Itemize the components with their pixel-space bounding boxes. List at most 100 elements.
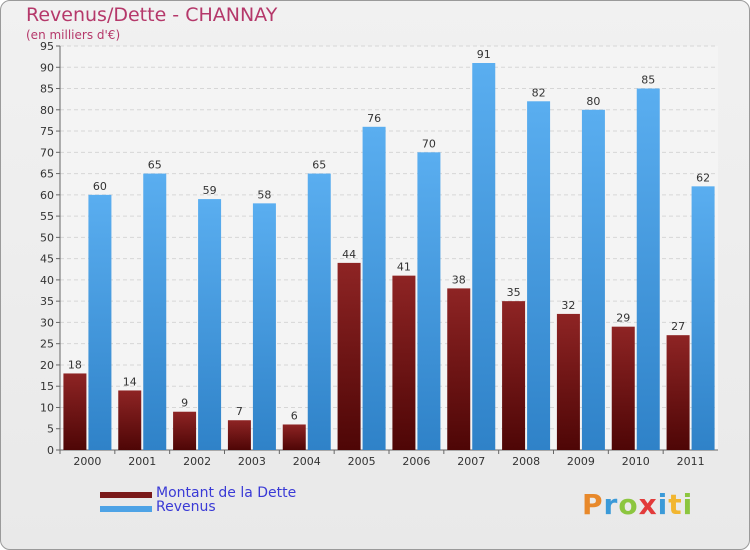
bar-dette bbox=[556, 313, 580, 450]
data-label: 65 bbox=[312, 159, 326, 172]
logo-letter: P bbox=[582, 488, 604, 521]
y-tick-label: 0 bbox=[47, 444, 54, 457]
grid-layer bbox=[60, 45, 718, 451]
data-label: 82 bbox=[532, 86, 546, 99]
bar-revenus bbox=[198, 199, 222, 450]
y-tick-label: 35 bbox=[40, 295, 54, 308]
logo-letter: o bbox=[618, 488, 639, 521]
y-tick-label: 90 bbox=[40, 61, 54, 74]
y-tick-label: 5 bbox=[47, 423, 54, 436]
legend-swatch-dette bbox=[100, 492, 152, 498]
y-tick-label: 15 bbox=[40, 380, 54, 393]
bar-dette bbox=[392, 275, 416, 450]
data-label: 27 bbox=[671, 320, 685, 333]
data-label: 80 bbox=[586, 95, 600, 108]
bar-revenus bbox=[691, 186, 715, 450]
data-label: 76 bbox=[367, 112, 381, 125]
y-tick-label: 75 bbox=[40, 125, 54, 138]
axis-layer: 0 5 10 15 20 25 30 35 40 45 50 55 60 65 70 75 80 85 90 95 20… bbox=[40, 40, 718, 468]
bar-dette bbox=[282, 424, 306, 450]
bar-dette bbox=[227, 420, 251, 450]
data-label: 32 bbox=[561, 299, 575, 312]
y-tick-label: 95 bbox=[40, 40, 54, 53]
data-label: 6 bbox=[291, 409, 298, 422]
x-tick-label: 2008 bbox=[512, 455, 540, 468]
logo-letter: r bbox=[603, 488, 619, 521]
bar-dette bbox=[447, 288, 471, 450]
y-tick-label: 50 bbox=[40, 231, 54, 244]
chart-title: Revenus/Dette - CHANNAY bbox=[26, 4, 278, 26]
x-tick-label: 2000 bbox=[73, 455, 101, 468]
legend-swatch-revenus bbox=[100, 506, 152, 512]
data-label: 38 bbox=[452, 273, 466, 286]
bar-dette bbox=[63, 373, 87, 450]
legend-label-dette: Montant de la Dette bbox=[156, 485, 297, 501]
x-tick-label: 2009 bbox=[567, 455, 595, 468]
bar-dette bbox=[611, 326, 635, 450]
label-layer: 18 60 14 65 9 59 7 58 6 65 44 76 41 70 38 91 35 82 32 80 29 8… bbox=[68, 48, 710, 422]
bar-revenus bbox=[307, 173, 331, 450]
data-label: 85 bbox=[641, 74, 655, 87]
chart-subtitle: (en milliers d'€) bbox=[26, 28, 121, 42]
bar-dette bbox=[118, 390, 142, 450]
x-tick-label: 2006 bbox=[402, 455, 430, 468]
y-tick-label: 65 bbox=[40, 168, 54, 181]
data-label: 65 bbox=[148, 159, 162, 172]
bar-dette bbox=[337, 262, 361, 450]
y-tick-label: 10 bbox=[40, 401, 54, 414]
logo-letter: i bbox=[657, 488, 669, 521]
legend-label-revenus: Revenus bbox=[156, 499, 216, 515]
bar-revenus bbox=[636, 88, 660, 451]
data-label: 62 bbox=[696, 171, 710, 184]
y-tick-label: 85 bbox=[40, 83, 54, 96]
x-tick-label: 2010 bbox=[622, 455, 650, 468]
data-label: 29 bbox=[616, 312, 630, 325]
x-tick-label: 2007 bbox=[457, 455, 485, 468]
bar-revenus bbox=[88, 194, 112, 450]
data-label: 18 bbox=[68, 358, 82, 371]
x-tick-label: 2011 bbox=[677, 455, 705, 468]
proxiti-logo: Proxiti bbox=[582, 488, 693, 521]
bar-dette bbox=[173, 411, 197, 450]
y-tick-label: 20 bbox=[40, 359, 54, 372]
data-label: 7 bbox=[236, 405, 243, 418]
data-label: 91 bbox=[477, 48, 491, 61]
data-label: 41 bbox=[397, 261, 411, 274]
data-label: 44 bbox=[342, 248, 356, 261]
x-tick-label: 2003 bbox=[238, 455, 266, 468]
y-tick-label: 25 bbox=[40, 338, 54, 351]
bar-layer bbox=[63, 63, 715, 451]
data-label: 35 bbox=[507, 286, 521, 299]
data-label: 59 bbox=[203, 184, 217, 197]
logo-letter: t bbox=[668, 488, 683, 521]
data-label: 60 bbox=[93, 180, 107, 193]
bar-dette bbox=[502, 301, 526, 450]
bar-revenus bbox=[362, 126, 386, 451]
bar-revenus bbox=[527, 101, 551, 450]
data-label: 70 bbox=[422, 137, 436, 150]
y-tick-label: 30 bbox=[40, 316, 54, 329]
x-tick-label: 2005 bbox=[348, 455, 376, 468]
y-tick-label: 45 bbox=[40, 253, 54, 266]
data-label: 58 bbox=[257, 188, 271, 201]
logo-letter: x bbox=[638, 488, 658, 521]
y-tick-label: 40 bbox=[40, 274, 54, 287]
y-tick-label: 70 bbox=[40, 146, 54, 159]
x-tick-label: 2002 bbox=[183, 455, 211, 468]
x-tick-label: 2001 bbox=[128, 455, 156, 468]
bar-revenus bbox=[417, 152, 441, 450]
y-tick-label: 60 bbox=[40, 189, 54, 202]
x-tick-label: 2004 bbox=[293, 455, 321, 468]
bar-revenus bbox=[472, 63, 496, 450]
bar-revenus bbox=[581, 109, 605, 450]
bar-dette bbox=[666, 335, 690, 450]
y-tick-label: 80 bbox=[40, 104, 54, 117]
data-label: 9 bbox=[181, 397, 188, 410]
logo-letter: i bbox=[682, 488, 694, 521]
bar-revenus bbox=[252, 203, 276, 450]
data-label: 14 bbox=[123, 375, 137, 388]
y-tick-label: 55 bbox=[40, 210, 54, 223]
plot-area bbox=[60, 46, 718, 450]
bar-revenus bbox=[143, 173, 167, 450]
